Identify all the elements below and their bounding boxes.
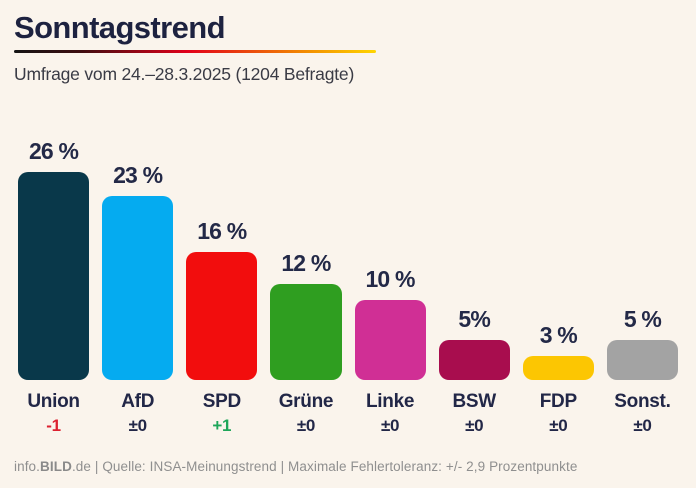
bar-value-label: 26 % (28, 138, 79, 164)
change-label: -1 (46, 416, 61, 435)
party-label: Grüne (278, 391, 334, 412)
change-label: ±0 (128, 416, 147, 435)
footer-brand: BILD (40, 459, 72, 474)
bar-value-label: 16 % (197, 218, 247, 244)
change-label: ±0 (465, 416, 484, 435)
bar-column-bsw: 5% BSW ±0 (438, 306, 510, 438)
bar-value-label: 23 % (113, 162, 163, 188)
header: Sonntagstrend Umfrage vom 24.–28.3.2025 … (0, 0, 696, 85)
change-label: ±0 (549, 416, 568, 435)
change-label: ±0 (296, 416, 316, 435)
bar (354, 300, 426, 380)
footer-post: .de | Quelle: INSA-Meinungstrend | Maxim… (71, 459, 578, 474)
page-title: Sonntagstrend (14, 10, 226, 45)
party-label: Sonst. (614, 391, 671, 412)
bar (102, 196, 174, 380)
bar-column-sonst: 5 % Sonst. ±0 (606, 306, 678, 438)
poll-bar-chart: 26 % Union -1 23 % AfD ±0 16 % SPD +1 12 % Grüne ±0… (18, 138, 678, 438)
bar-column-grne: 12 % Grüne ±0 (270, 250, 342, 438)
bar (522, 356, 594, 380)
bar-column-afd: 23 % AfD ±0 (102, 162, 174, 438)
party-label: Linke (366, 391, 415, 412)
bar (606, 340, 678, 380)
bar-value-label: 5 % (623, 306, 662, 332)
bar-value-label: 10 % (365, 266, 415, 292)
party-label: SPD (202, 391, 241, 412)
party-label: Union (27, 391, 80, 412)
bar (186, 252, 258, 380)
survey-subtitle: Umfrage vom 24.–28.3.2025 (1204 Befragte… (14, 63, 355, 84)
bars-row: 26 % Union -1 23 % AfD ±0 16 % SPD +1 12 % Grüne ±0… (18, 138, 678, 438)
bar-column-linke: 10 % Linke ±0 (354, 266, 426, 438)
bar-value-label: 12 % (281, 250, 331, 276)
bar-column-fdp: 3 % FDP ±0 (522, 322, 594, 438)
title-underline-flag-gradient (14, 49, 376, 53)
bar (18, 172, 90, 380)
bar (270, 284, 342, 380)
bar-column-spd: 16 % SPD +1 (186, 218, 258, 438)
party-label: FDP (539, 391, 577, 412)
party-label: BSW (452, 391, 496, 412)
bar (438, 340, 510, 380)
change-label: ±0 (633, 416, 652, 435)
footer-pre: info. (14, 459, 41, 474)
bar-value-label: 5% (458, 306, 491, 332)
change-label: ±0 (380, 416, 400, 435)
party-label: AfD (121, 391, 155, 412)
source-footer: info.BILD.de | Quelle: INSA-Meinungstren… (14, 459, 577, 474)
change-label: +1 (212, 416, 232, 435)
bar-value-label: 3 % (539, 322, 578, 348)
bar-column-union: 26 % Union -1 (18, 138, 90, 438)
